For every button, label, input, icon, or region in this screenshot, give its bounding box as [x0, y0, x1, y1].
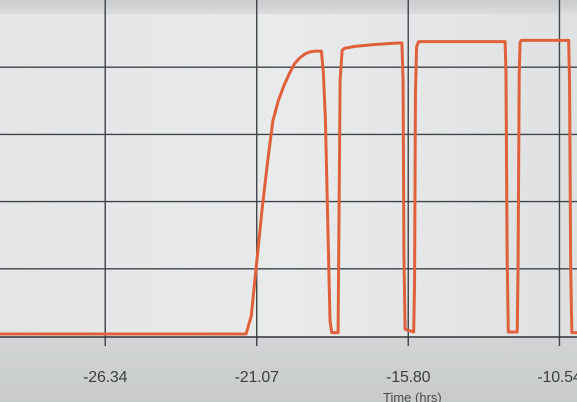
axis-band: [0, 337, 577, 402]
plot-area: [0, 14, 577, 337]
x-tick-label: -15.80: [386, 369, 430, 386]
series-line: [0, 38, 577, 336]
x-axis-ticks: -26.34 -21.07 -15.80 -10.54: [83, 369, 577, 386]
x-tick-label: -21.07: [235, 369, 279, 386]
x-tick-label: -10.54: [537, 369, 577, 386]
series-layer: [0, 38, 577, 336]
x-tick-label: -26.34: [83, 369, 127, 386]
x-axis-title: Time (hrs): [383, 390, 442, 402]
grid: [0, 0, 577, 346]
top-band: [0, 0, 577, 14]
